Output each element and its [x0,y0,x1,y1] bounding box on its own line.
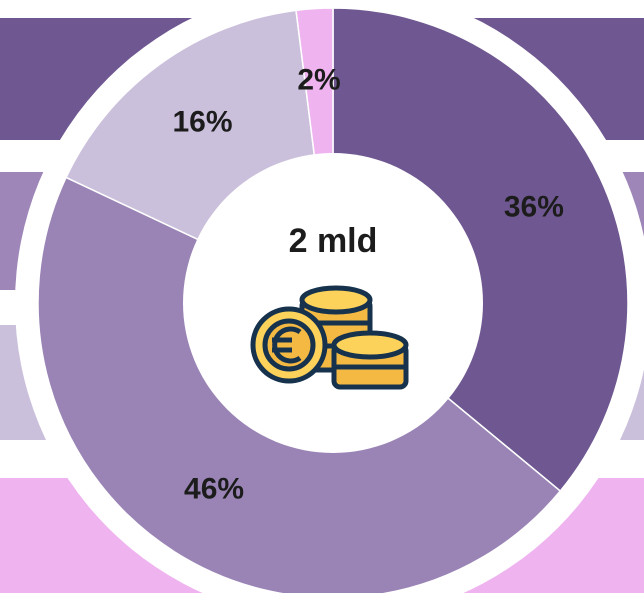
slice-label: 2% [297,63,340,96]
slice-label: 36% [504,190,564,223]
slice [332,7,629,493]
center-label: 2 mld [289,222,378,260]
slice-label: 16% [172,105,232,138]
slice-label: 46% [184,472,244,505]
coins-icon [250,285,409,390]
